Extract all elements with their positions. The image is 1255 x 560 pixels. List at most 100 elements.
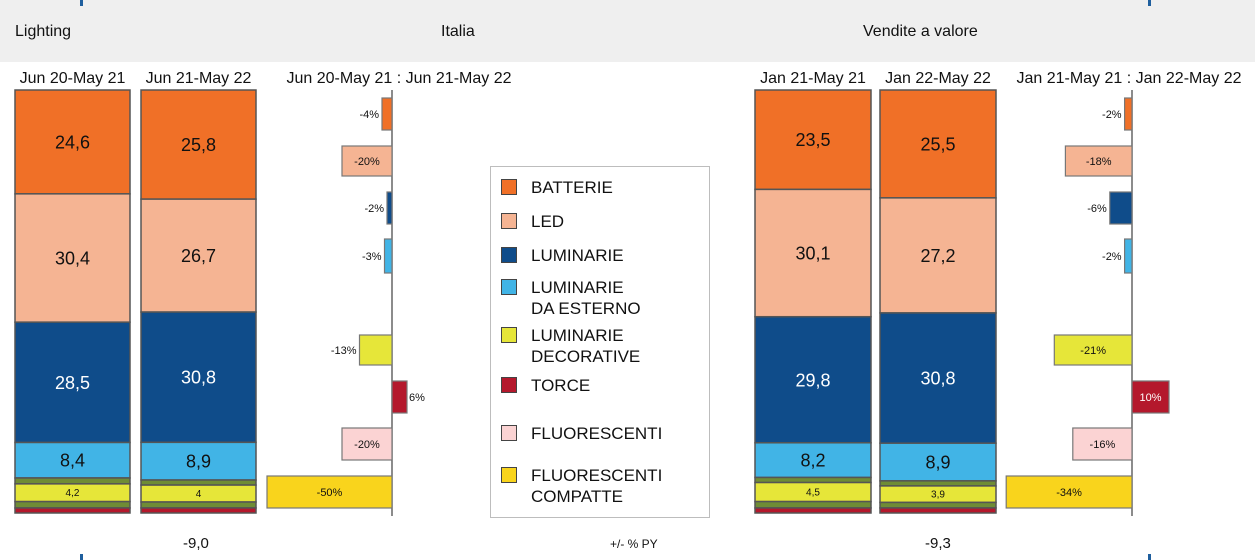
bar-segment-fluorescenti-jun-20-may-21 xyxy=(14,500,131,509)
legend-item-led: LED xyxy=(501,211,564,232)
bar-segment-luminarie-da-esterno-jun-20-may-21 xyxy=(14,441,131,479)
bar-label-luminarie-da-esterno-jan-22-may-22: 8,9 xyxy=(925,453,950,473)
legend-item-torce: TORCE xyxy=(501,375,590,396)
legend-item-batterie: BATTERIE xyxy=(501,177,613,198)
legend-label-fluorescenti-compatte: FLUORESCENTI COMPATTE xyxy=(531,466,663,506)
change-label-fluorescenti-jan-21-may-21-jan-22-may-22: -16% xyxy=(1090,439,1116,451)
bar-segment-luminarie-da-esterno-jan-22-may-22 xyxy=(879,442,997,482)
change-bar-luminarie-da-esterno-jun-20-may-21-jun-21-may-22 xyxy=(383,238,393,274)
change-label-torce-jan-21-may-21-jan-22-may-22: 10% xyxy=(1139,392,1161,404)
bar-segment-led-jun-20-may-21 xyxy=(14,193,131,323)
bar-label-fluorescenti-compatte-jun-21-may-22: 4 xyxy=(196,489,202,500)
legend-item-fluorescenti-compatte: FLUORESCENTI COMPATTE xyxy=(501,465,662,507)
column-header-jan-22-may-22: Jan 22-May 22 xyxy=(885,70,991,87)
legend-label-luminarie: LUMINARIE xyxy=(531,246,624,265)
change-label-luminarie-jan-21-may-21-jan-22-may-22: -6% xyxy=(1087,203,1107,215)
column-header-jun-21-may-22: Jun 21-May 22 xyxy=(146,70,252,87)
change-label-batterie-jan-21-may-21-jan-22-may-22: -2% xyxy=(1102,109,1122,121)
change-bar-fluorescenti-compatte-jun-20-may-21-jun-21-may-22 xyxy=(266,475,393,509)
change-bar-luminarie-da-esterno-jan-21-may-21-jan-22-may-22 xyxy=(1123,238,1133,274)
header-bar: Lighting Italia Vendite a valore xyxy=(0,0,1255,62)
bar-label-led-jun-20-may-21: 30,4 xyxy=(55,249,90,269)
bar-segment-luminarie-jan-22-may-22 xyxy=(879,312,997,444)
change-label-batterie-jun-20-may-21-jun-21-may-22: -4% xyxy=(359,109,379,121)
header-measure-label: Vendite a valore xyxy=(863,23,978,40)
legend-label-fluorescenti: FLUORESCENTI xyxy=(531,424,663,443)
edge-mark-bottom-left xyxy=(80,554,83,560)
legend-item-fluorescenti: FLUORESCENTI xyxy=(501,423,662,444)
change-label-fluorescenti-compatte-jan-21-may-21-jan-22-may-22: -34% xyxy=(1056,487,1082,499)
change-bar-luminarie-jan-21-may-21-jan-22-may-22 xyxy=(1109,191,1133,225)
legend-swatch-fluorescenti xyxy=(501,425,517,441)
bar-label-batterie-jun-20-may-21: 24,6 xyxy=(55,132,90,152)
bar-segment-luminarie-da-esterno-jun-21-may-22 xyxy=(140,441,257,481)
bar-label-led-jan-22-may-22: 27,2 xyxy=(920,246,955,266)
footer-change-label: +/- % PY xyxy=(610,537,658,551)
change-chart-title-jan-21-may-21-jan-22-may-22: Jan 21-May 21 : Jan 22-May 22 xyxy=(1016,70,1241,87)
bar-label-luminarie-da-esterno-jan-21-may-21: 8,2 xyxy=(800,451,825,471)
legend-item-luminarie-esterno: LUMINARIE DA ESTERNO xyxy=(501,277,641,319)
right-total-change: -9,3 xyxy=(925,535,951,552)
bar-label-luminarie-da-esterno-jun-20-may-21: 8,4 xyxy=(60,451,85,471)
legend-label-batterie: BATTERIE xyxy=(531,178,613,197)
legend-swatch-torce xyxy=(501,377,517,393)
bar-segment-luminarie-jan-21-may-21 xyxy=(754,315,872,444)
edge-mark-top-right xyxy=(1148,0,1151,6)
edge-mark-top-left xyxy=(80,0,83,6)
bar-label-batterie-jan-22-may-22: 25,5 xyxy=(920,134,955,154)
legend-swatch-luminarie-decorative xyxy=(501,327,517,343)
bar-label-fluorescenti-compatte-jun-20-may-21: 4,2 xyxy=(66,488,80,499)
bar-segment-led-jan-22-may-22 xyxy=(879,197,997,314)
bar-segment-torce-jan-22-may-22 xyxy=(879,507,997,514)
change-bar-torce-jan-21-may-21-jan-22-may-22 xyxy=(1131,380,1170,414)
bar-segment-batterie-jun-21-may-22 xyxy=(140,89,257,200)
bar-segment-luminarie-jun-21-may-22 xyxy=(140,311,257,444)
change-label-luminarie-decorative-jan-21-may-21-jan-22-may-22: -21% xyxy=(1080,345,1106,357)
change-label-led-jan-21-may-21-jan-22-may-22: -18% xyxy=(1086,156,1112,168)
bar-segment-led-jun-21-may-22 xyxy=(140,198,257,313)
bar-segment-torce-jun-20-may-21 xyxy=(14,507,131,514)
change-label-torce-jun-20-may-21-jun-21-may-22: 6% xyxy=(409,392,425,404)
bar-segment-luminarie-decorative-jan-22-may-22 xyxy=(879,480,997,487)
bar-segment-luminarie-jun-20-may-21 xyxy=(14,321,131,444)
change-bar-torce-jun-20-may-21-jun-21-may-22 xyxy=(391,380,408,414)
change-label-luminarie-da-esterno-jun-20-may-21-jun-21-may-22: -3% xyxy=(362,251,382,263)
change-chart-title-jun-20-may-21-jun-21-may-22: Jun 20-May 21 : Jun 21-May 22 xyxy=(286,70,511,87)
legend-swatch-batterie xyxy=(501,179,517,195)
bar-segment-fluorescenti-jun-21-may-22 xyxy=(140,501,257,509)
change-label-luminarie-decorative-jun-20-may-21-jun-21-may-22: -13% xyxy=(331,345,357,357)
legend: BATTERIE LED LUMINARIE LUMINARIE DA ESTERNO… xyxy=(490,166,710,518)
change-label-luminarie-da-esterno-jan-21-may-21-jan-22-may-22: -2% xyxy=(1102,251,1122,263)
legend-item-luminarie: LUMINARIE xyxy=(501,245,624,266)
column-header-jan-21-may-21: Jan 21-May 21 xyxy=(760,70,866,87)
legend-swatch-luminarie-esterno xyxy=(501,279,517,295)
bar-segment-torce-jan-21-may-21 xyxy=(754,507,872,514)
legend-label-led: LED xyxy=(531,212,565,231)
bar-segment-luminarie-decorative-jun-21-may-22 xyxy=(140,479,257,486)
bar-label-fluorescenti-compatte-jan-21-may-21: 4,5 xyxy=(806,488,820,499)
change-label-fluorescenti-compatte-jun-20-may-21-jun-21-may-22: -50% xyxy=(317,487,343,499)
bar-label-luminarie-jan-22-may-22: 30,8 xyxy=(920,369,955,389)
bar-label-luminarie-jan-21-may-21: 29,8 xyxy=(795,370,830,390)
left-total-change: -9,0 xyxy=(183,535,209,552)
bar-label-luminarie-jun-20-may-21: 28,5 xyxy=(55,373,90,393)
change-bar-fluorescenti-compatte-jan-21-may-21-jan-22-may-22 xyxy=(1005,475,1133,509)
change-bar-batterie-jan-21-may-21-jan-22-may-22 xyxy=(1123,97,1133,131)
bar-label-led-jan-21-may-21: 30,1 xyxy=(795,244,830,264)
edge-mark-bottom-right xyxy=(1148,554,1151,560)
change-bar-luminarie-decorative-jan-21-may-21-jan-22-may-22 xyxy=(1053,334,1133,366)
bar-label-led-jun-21-may-22: 26,7 xyxy=(181,246,216,266)
header-market-label: Italia xyxy=(441,23,475,40)
bar-segment-led-jan-21-may-21 xyxy=(754,188,872,318)
bar-label-luminarie-jun-21-may-22: 30,8 xyxy=(181,368,216,388)
change-bar-led-jun-20-may-21-jun-21-may-22 xyxy=(341,145,393,177)
bar-segment-luminarie-decorative-jan-21-may-21 xyxy=(754,476,872,484)
bar-label-batterie-jan-21-may-21: 23,5 xyxy=(795,130,830,150)
legend-swatch-fluorescenti-compatte xyxy=(501,467,517,483)
legend-label-luminarie-esterno: LUMINARIE DA ESTERNO xyxy=(531,278,641,318)
column-header-jun-20-may-21: Jun 20-May 21 xyxy=(20,70,126,87)
legend-swatch-luminarie xyxy=(501,247,517,263)
bar-segment-batterie-jun-20-may-21 xyxy=(14,89,131,195)
